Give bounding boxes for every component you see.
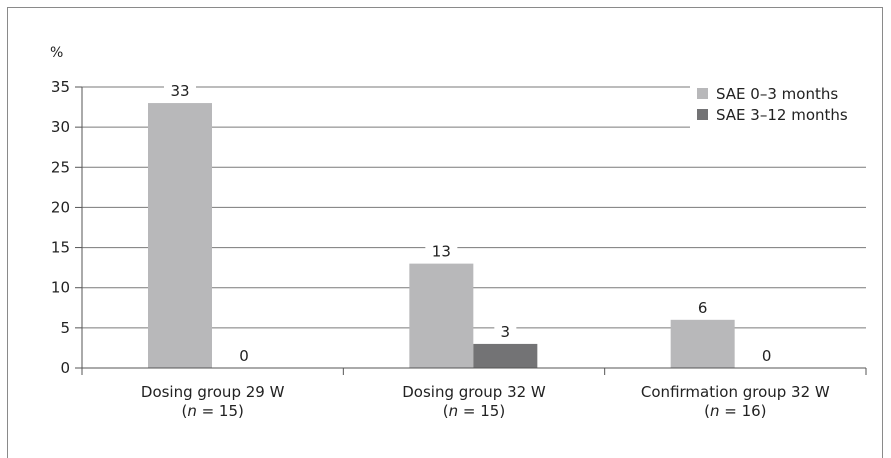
category-sample-size: (n = 15) — [181, 402, 243, 420]
category-label: Confirmation group 32 W — [641, 383, 830, 401]
data-label: 0 — [239, 347, 249, 365]
bar-sae-3-12 — [473, 343, 538, 368]
data-label-bg — [233, 346, 255, 364]
chart-frame — [7, 7, 883, 458]
y-axis-label: % — [50, 45, 63, 61]
y-tick-label: 25 — [51, 158, 70, 176]
data-label: 6 — [698, 299, 708, 317]
bars: 33 0 13 3 6 0 — [148, 81, 778, 369]
y-tick-label: 35 — [51, 78, 70, 96]
y-axis: 0 5 10 15 20 25 30 35 — [51, 78, 83, 377]
y-tick-label: 10 — [51, 279, 70, 297]
y-tick-label: 20 — [51, 198, 70, 216]
category-label: Dosing group 32 W — [402, 383, 546, 401]
data-label: 0 — [762, 347, 772, 365]
bar-sae-0-3 — [670, 319, 735, 368]
legend-label: SAE 3–12 months — [716, 106, 848, 124]
legend-swatch — [697, 109, 708, 120]
data-label: 33 — [170, 82, 189, 100]
category-sample-size: (n = 16) — [704, 402, 766, 420]
category-label: Dosing group 29 W — [141, 383, 285, 401]
bar-sae-0-3 — [409, 263, 474, 368]
data-label-bg — [164, 81, 196, 100]
legend: SAE 0–3 months SAE 3–12 months — [690, 84, 868, 128]
y-tick-label: 5 — [60, 319, 70, 337]
data-label-bg — [425, 241, 458, 260]
legend-background — [690, 84, 868, 128]
data-label: 13 — [432, 243, 451, 261]
y-tick-label: 30 — [51, 118, 70, 136]
data-label: 3 — [501, 323, 511, 341]
data-label-bg — [755, 346, 778, 364]
y-tick-label: 0 — [60, 359, 70, 377]
x-axis: Dosing group 29 W(n = 15)Dosing group 32… — [81, 367, 867, 420]
data-label-bg — [494, 321, 517, 340]
legend-swatch — [697, 88, 708, 99]
legend-label: SAE 0–3 months — [716, 85, 838, 103]
data-label-bg — [691, 297, 714, 316]
grid-lines — [82, 86, 866, 329]
bar-sae-0-3 — [148, 103, 212, 369]
category-sample-size: (n = 15) — [443, 402, 505, 420]
y-tick-label: 15 — [51, 239, 70, 257]
